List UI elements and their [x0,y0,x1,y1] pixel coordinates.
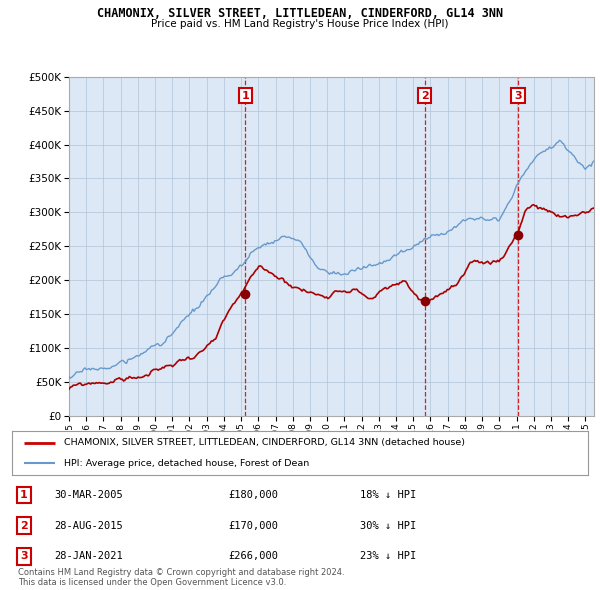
Text: 30-MAR-2005: 30-MAR-2005 [54,490,123,500]
Text: £180,000: £180,000 [228,490,278,500]
Text: 2: 2 [20,521,28,530]
Text: 28-JAN-2021: 28-JAN-2021 [54,552,123,561]
Text: 1: 1 [241,91,249,101]
Text: 3: 3 [514,91,522,101]
Text: 3: 3 [20,552,28,561]
Text: CHAMONIX, SILVER STREET, LITTLEDEAN, CINDERFORD, GL14 3NN (detached house): CHAMONIX, SILVER STREET, LITTLEDEAN, CIN… [64,438,465,447]
Text: 2: 2 [421,91,428,101]
Text: 18% ↓ HPI: 18% ↓ HPI [360,490,416,500]
Text: Price paid vs. HM Land Registry's House Price Index (HPI): Price paid vs. HM Land Registry's House … [151,19,449,29]
Text: CHAMONIX, SILVER STREET, LITTLEDEAN, CINDERFORD, GL14 3NN: CHAMONIX, SILVER STREET, LITTLEDEAN, CIN… [97,7,503,20]
Text: 23% ↓ HPI: 23% ↓ HPI [360,552,416,561]
Text: Contains HM Land Registry data © Crown copyright and database right 2024.
This d: Contains HM Land Registry data © Crown c… [18,568,344,587]
Text: £266,000: £266,000 [228,552,278,561]
Text: 30% ↓ HPI: 30% ↓ HPI [360,521,416,530]
Text: 1: 1 [20,490,28,500]
Text: £170,000: £170,000 [228,521,278,530]
Text: HPI: Average price, detached house, Forest of Dean: HPI: Average price, detached house, Fore… [64,458,309,467]
Text: 28-AUG-2015: 28-AUG-2015 [54,521,123,530]
